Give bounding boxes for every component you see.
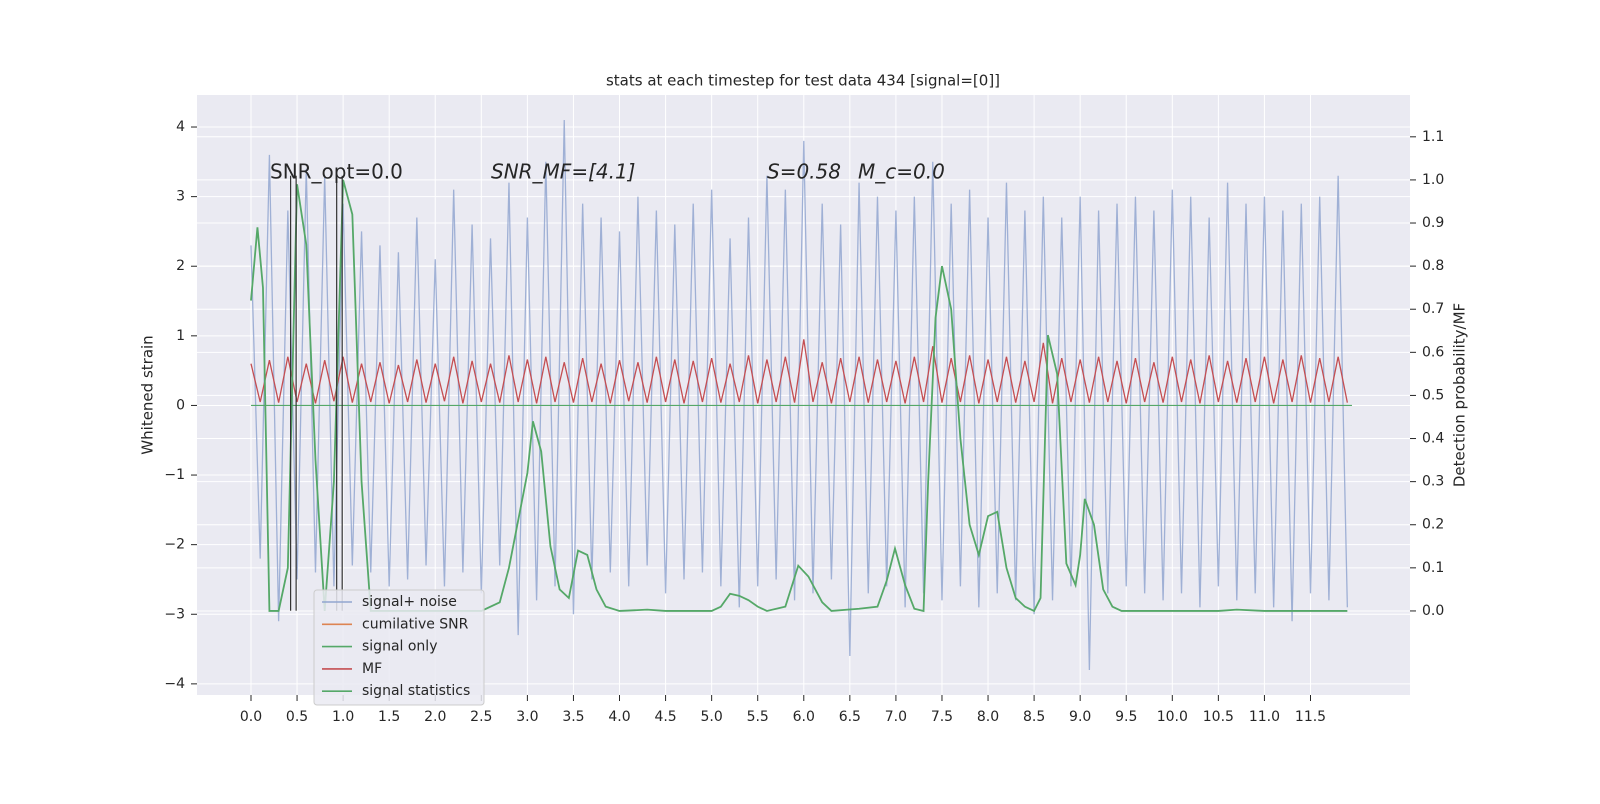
y-tick-label: 1 xyxy=(176,328,185,344)
series-line xyxy=(250,179,1348,613)
y-tick-label: −2 xyxy=(164,537,185,553)
y2-tick-label: 1.1 xyxy=(1422,129,1444,145)
annotation: S=0.58 xyxy=(767,160,841,184)
x-tick-label: 1.5 xyxy=(378,709,400,725)
x-tick-label: 6.5 xyxy=(839,709,861,725)
y-tick-label: 4 xyxy=(176,119,185,135)
plot xyxy=(250,120,1352,670)
y-axis-label: Whitened strain xyxy=(139,335,157,454)
y2-axis-label: Detection probability/MF xyxy=(1451,303,1469,487)
series-line xyxy=(250,339,1348,404)
legend-label: MF xyxy=(362,661,382,677)
x-tick-label: 10.0 xyxy=(1157,709,1188,725)
y2-tick-label: 0.7 xyxy=(1422,301,1444,317)
x-tick-label: 3.5 xyxy=(562,709,584,725)
y-tick-label: −4 xyxy=(164,676,185,692)
x-tick-label: 9.5 xyxy=(1115,709,1137,725)
x-tick-label: 5.0 xyxy=(701,709,723,725)
x-tick-label: 4.0 xyxy=(608,709,630,725)
y2-tick-label: 1.0 xyxy=(1422,172,1444,188)
x-tick-label: 10.5 xyxy=(1203,709,1234,725)
axes: 0.0 0.5 1.0 1.5 2.0 2.5 3.0 3.5 4.0 4.5 5.0 5.5 6.0 6… xyxy=(164,119,1444,725)
x-tick-label: 7.5 xyxy=(931,709,953,725)
y2-tick-label: 0.3 xyxy=(1422,474,1444,490)
y-tick-label: −3 xyxy=(164,606,185,622)
x-tick-label: 0.0 xyxy=(240,709,262,725)
x-tick-label: 7.0 xyxy=(885,709,907,725)
x-tick-label: 4.5 xyxy=(654,709,676,725)
y2-tick-label: 0.2 xyxy=(1422,517,1444,533)
legend-label: signal+ noise xyxy=(362,594,457,610)
x-tick-label: 5.5 xyxy=(747,709,769,725)
annotation: SNR_MF=[4.1] xyxy=(491,160,635,184)
y2-tick-label: 0.9 xyxy=(1422,215,1444,231)
y2-tick-label: 0.0 xyxy=(1422,603,1444,619)
x-tick-label: 2.0 xyxy=(424,709,446,725)
legend-box xyxy=(313,589,485,706)
y2-tick-label: 0.4 xyxy=(1422,431,1444,447)
y-tick-label: −1 xyxy=(164,467,185,483)
x-tick-label: 9.0 xyxy=(1069,709,1091,725)
y-tick-label: 2 xyxy=(176,258,185,274)
y2-tick-label: 0.5 xyxy=(1422,387,1444,403)
legend-label: cumilative SNR xyxy=(362,616,469,632)
chart-title: stats at each timestep for test data 434… xyxy=(606,72,1000,90)
x-tick-label: 8.5 xyxy=(1023,709,1045,725)
x-tick-label: 1.0 xyxy=(332,709,354,725)
legend: signal+ noise cumilative SNR signal only MF… xyxy=(313,589,485,706)
x-tick-label: 11.5 xyxy=(1295,709,1326,725)
x-tick-label: 8.0 xyxy=(977,709,999,725)
annotation: M_c=0.0 xyxy=(858,160,945,184)
x-tick-label: 3.0 xyxy=(516,709,538,725)
legend-label: signal statistics xyxy=(362,683,470,699)
x-tick-label: 0.5 xyxy=(286,709,308,725)
x-tick-label: 6.0 xyxy=(793,709,815,725)
y2-tick-label: 0.8 xyxy=(1422,258,1444,274)
y-tick-label: 0 xyxy=(176,397,185,413)
legend-label: signal only xyxy=(362,639,437,655)
y-tick-label: 3 xyxy=(176,189,185,205)
y2-tick-label: 0.1 xyxy=(1422,560,1444,576)
x-tick-label: 11.0 xyxy=(1249,709,1280,725)
x-tick-label: 2.5 xyxy=(470,709,492,725)
y2-tick-label: 0.6 xyxy=(1422,344,1444,360)
annotation: SNR_opt=0.0 xyxy=(270,160,403,184)
